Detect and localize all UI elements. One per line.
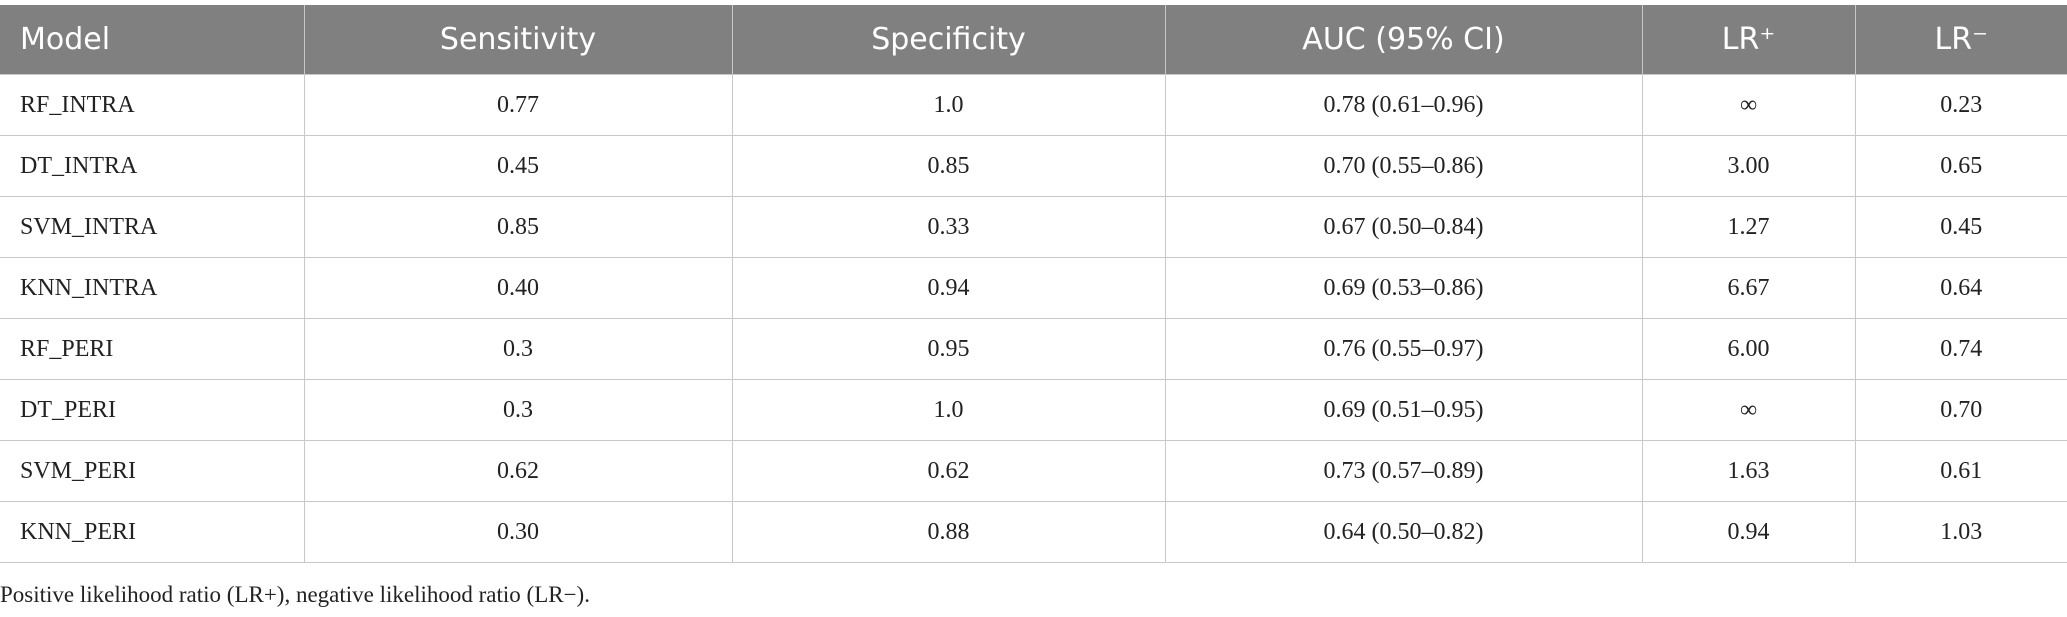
table-cell: 0.78 (0.61–0.96) bbox=[1164, 74, 1643, 136]
table-cell: 0.64 bbox=[1854, 257, 2067, 319]
table-row: DT_PERI 0.3 1.0 0.69 (0.51–0.95) ∞ 0.70 bbox=[0, 379, 2067, 441]
table-cell: 0.23 bbox=[1854, 74, 2067, 136]
table-cell: 0.70 bbox=[1854, 379, 2067, 441]
table-cell: 0.33 bbox=[731, 196, 1166, 258]
model-name: KNN_INTRA bbox=[0, 257, 305, 319]
table-cell: 0.45 bbox=[1854, 196, 2067, 258]
table-row: SVM_PERI 0.62 0.62 0.73 (0.57–0.89) 1.63 0.61 bbox=[0, 440, 2067, 502]
table-row: DT_INTRA 0.45 0.85 0.70 (0.55–0.86) 3.00 0.65 bbox=[0, 135, 2067, 197]
table-cell: 1.0 bbox=[731, 379, 1166, 441]
header-cell: Specificity bbox=[732, 5, 1166, 75]
table-body: RF_INTRA 0.77 1.0 0.78 (0.61–0.96) ∞ 0.23 DT_I… bbox=[0, 74, 2067, 563]
model-name: SVM_PERI bbox=[0, 440, 305, 502]
table-cell: 0.85 bbox=[303, 196, 733, 258]
table-row: KNN_INTRA 0.40 0.94 0.69 (0.53–0.86) 6.67 0.6… bbox=[0, 257, 2067, 319]
table-cell: 0.45 bbox=[303, 135, 733, 197]
header-row: Model Sensitivity Specificity AUC (95% CI) L… bbox=[0, 5, 2067, 75]
table-cell: 0.69 (0.53–0.86) bbox=[1164, 257, 1643, 319]
table-cell: 6.00 bbox=[1641, 318, 1856, 380]
table-cell: ∞ bbox=[1641, 74, 1856, 136]
table-cell: 0.95 bbox=[731, 318, 1166, 380]
table-cell: 1.63 bbox=[1641, 440, 1856, 502]
table-row: RF_PERI 0.3 0.95 0.76 (0.55–0.97) 6.00 0.74 bbox=[0, 318, 2067, 380]
model-name: RF_PERI bbox=[0, 318, 305, 380]
table-cell: 0.67 (0.50–0.84) bbox=[1164, 196, 1643, 258]
results-table: Model Sensitivity Specificity AUC (95% CI) L… bbox=[0, 5, 2067, 563]
header-cell: AUC (95% CI) bbox=[1165, 5, 1643, 75]
table-cell: 0.88 bbox=[731, 501, 1166, 563]
table-cell: 0.3 bbox=[303, 318, 733, 380]
table-cell: 0.74 bbox=[1854, 318, 2067, 380]
model-name: SVM_INTRA bbox=[0, 196, 305, 258]
table-cell: 0.30 bbox=[303, 501, 733, 563]
model-name: RF_INTRA bbox=[0, 74, 305, 136]
table-row: KNN_PERI 0.30 0.88 0.64 (0.50–0.82) 0.94 1.03 bbox=[0, 501, 2067, 563]
table-cell: 6.67 bbox=[1641, 257, 1856, 319]
table-cell: ∞ bbox=[1641, 379, 1856, 441]
table-row: SVM_INTRA 0.85 0.33 0.67 (0.50–0.84) 1.27 0.4… bbox=[0, 196, 2067, 258]
table-cell: 0.76 (0.55–0.97) bbox=[1164, 318, 1643, 380]
model-name: KNN_PERI bbox=[0, 501, 305, 563]
table-cell: 1.03 bbox=[1854, 501, 2067, 563]
model-name: DT_PERI bbox=[0, 379, 305, 441]
table-row: RF_INTRA 0.77 1.0 0.78 (0.61–0.96) ∞ 0.23 bbox=[0, 74, 2067, 136]
table-cell: 0.40 bbox=[303, 257, 733, 319]
table-cell: 0.73 (0.57–0.89) bbox=[1164, 440, 1643, 502]
header-cell: Sensitivity bbox=[304, 5, 733, 75]
table-cell: 0.62 bbox=[731, 440, 1166, 502]
table-cell: 0.64 (0.50–0.82) bbox=[1164, 501, 1643, 563]
footnote: Positive likelihood ratio (LR+), negativ… bbox=[0, 582, 590, 607]
header-cell: Model bbox=[0, 5, 305, 75]
table-cell: 0.62 bbox=[303, 440, 733, 502]
model-name: DT_INTRA bbox=[0, 135, 305, 197]
table-cell: 0.70 (0.55–0.86) bbox=[1164, 135, 1643, 197]
table-cell: 0.94 bbox=[731, 257, 1166, 319]
table-cell: 0.65 bbox=[1854, 135, 2067, 197]
table-cell: 1.27 bbox=[1641, 196, 1856, 258]
header-cell: LR⁺ bbox=[1642, 5, 1856, 75]
table-cell: 0.94 bbox=[1641, 501, 1856, 563]
table-cell: 0.77 bbox=[303, 74, 733, 136]
header-cell: LR⁻ bbox=[1855, 5, 2067, 75]
table-cell: 0.85 bbox=[731, 135, 1166, 197]
table-cell: 0.69 (0.51–0.95) bbox=[1164, 379, 1643, 441]
table-cell: 0.3 bbox=[303, 379, 733, 441]
table-cell: 3.00 bbox=[1641, 135, 1856, 197]
table-cell: 1.0 bbox=[731, 74, 1166, 136]
table-cell: 0.61 bbox=[1854, 440, 2067, 502]
